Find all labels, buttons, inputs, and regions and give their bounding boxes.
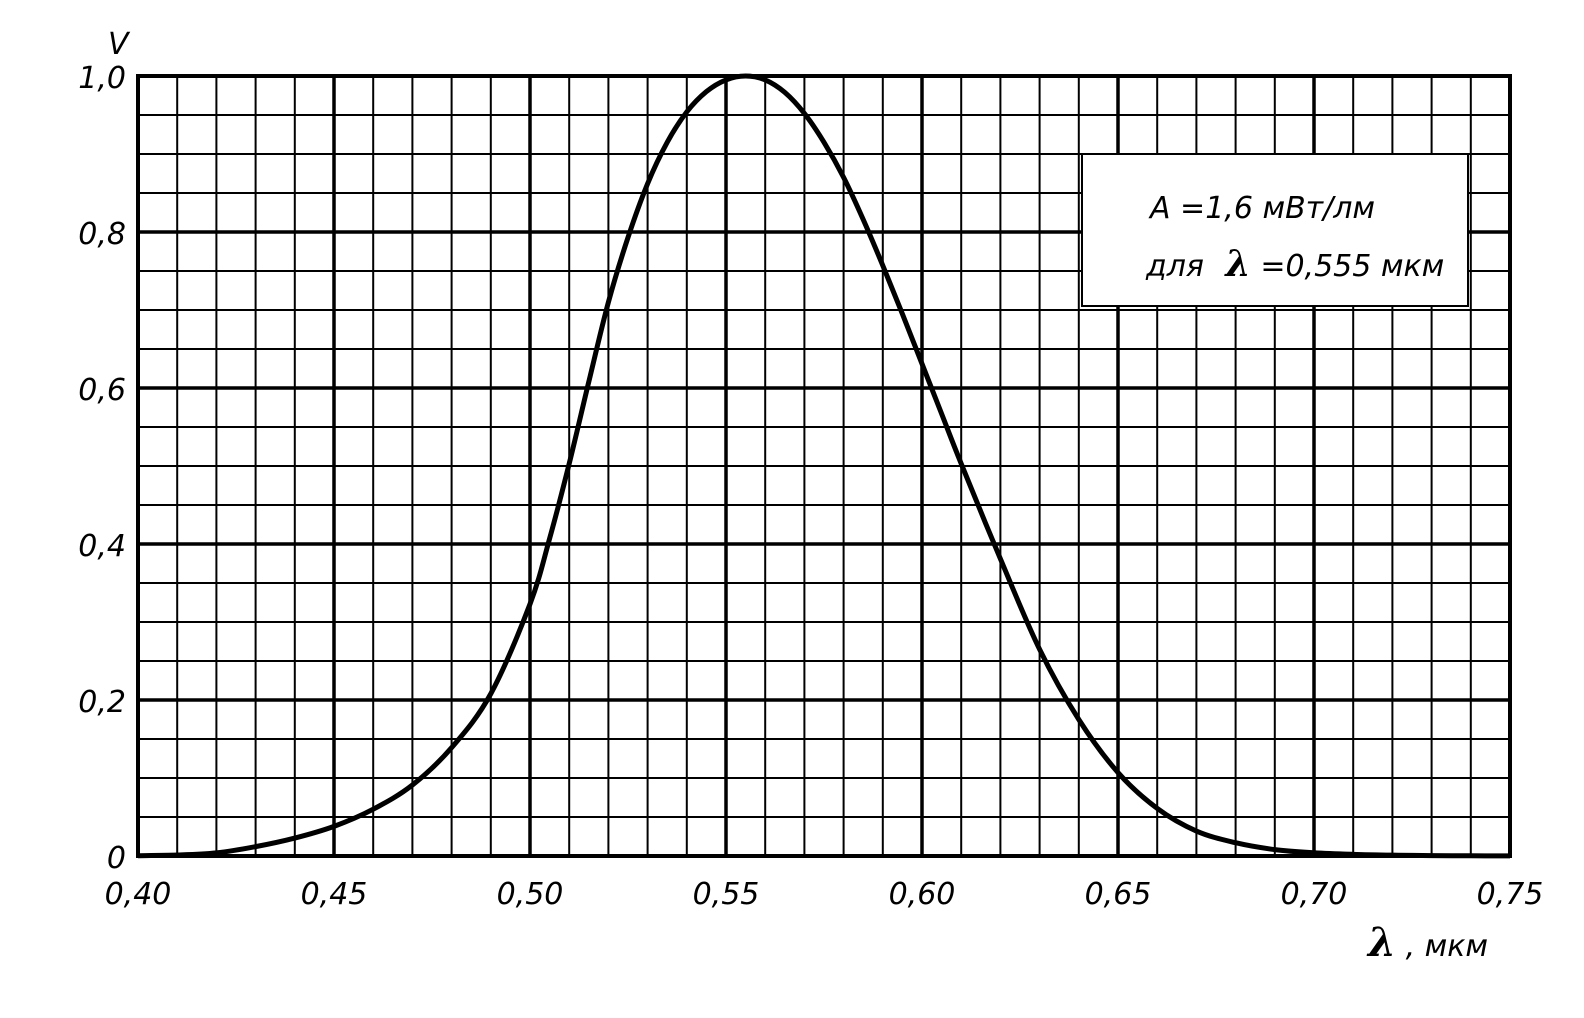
y-tick-label: 0,8 [78, 217, 126, 252]
y-tick-label: 0 [107, 841, 126, 876]
x-tick-label: 0,50 [497, 877, 564, 912]
x-tick-label: 0,40 [105, 877, 172, 912]
annotation-line-2-suffix: =0,555 мкм [1260, 249, 1444, 284]
annotation-box: A =1,6 мВт/лм для λ =0,555 мкм [1081, 153, 1469, 307]
y-tick-label: 0,2 [78, 685, 126, 720]
series-line [137, 73, 1511, 859]
y-tick-labels: 0 0,2 0,4 0,6 0,8 1,0 [78, 61, 126, 876]
y-axis-label: V [108, 27, 131, 62]
y-tick-label: 0,6 [78, 373, 126, 408]
annotation-line-2: для λ =0,555 мкм [1145, 243, 1444, 285]
major-grid [136, 74, 1512, 858]
x-tick-label: 0,65 [1085, 877, 1152, 912]
annotation-line-2-prefix: для [1145, 249, 1204, 284]
x-tick-label: 0,70 [1281, 877, 1348, 912]
annotation-lambda-symbol: λ [1224, 243, 1251, 285]
x-axis-label-symbol: λ [1366, 919, 1396, 966]
x-tick-labels: 0,40 0,45 0,50 0,55 0,60 0,65 0,70 0,75 [105, 877, 1544, 912]
x-tick-label: 0,75 [1477, 877, 1544, 912]
annotation-background [1081, 153, 1469, 307]
plot-border [136, 74, 1512, 858]
y-tick-label: 0,4 [78, 529, 126, 564]
x-axis-label-unit: , мкм [1406, 929, 1488, 964]
x-tick-label: 0,55 [693, 877, 760, 912]
annotation-line-1: A =1,6 мВт/лм [1148, 191, 1375, 226]
x-tick-label: 0,45 [301, 877, 368, 912]
x-tick-label: 0,60 [889, 877, 956, 912]
y-tick-label: 1,0 [78, 61, 126, 96]
x-axis-label: λ , мкм [1366, 919, 1488, 966]
